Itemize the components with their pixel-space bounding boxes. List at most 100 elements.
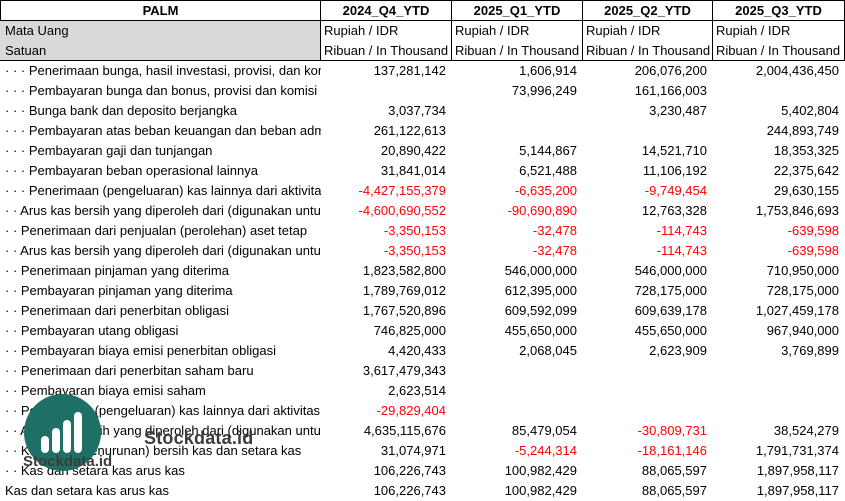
meta-row: Mata Uang Rupiah / IDR Rupiah / IDR Rupi… (0, 21, 845, 41)
table-row: · · · Pembayaran gaji dan tunjangan 20,8… (0, 141, 845, 161)
value-cell (452, 361, 583, 381)
meta-value-cell: Rupiah / IDR (452, 21, 583, 41)
table-row: · · · Penerimaan bunga, hasil investasi,… (0, 61, 845, 81)
table-row: · · Arus kas bersih yang diperoleh dari … (0, 421, 845, 441)
table-row: · · · Penerimaan (pengeluaran) kas lainn… (0, 181, 845, 201)
value-cell: 3,769,899 (781, 343, 839, 358)
row-label: · · Arus kas bersih yang diperoleh dari … (5, 243, 321, 258)
value-cell: 2,623,514 (388, 383, 446, 398)
meta-row-label: Mata Uang (0, 21, 321, 41)
table-row: · · Pembayaran biaya emisi penerbitan ob… (0, 341, 845, 361)
value-cell: 2,623,909 (649, 343, 707, 358)
value-cell (713, 401, 845, 421)
value-cell: 1,606,914 (519, 63, 577, 78)
value-cell: 85,479,054 (511, 423, 577, 438)
row-label: · · Arus kas bersih yang diperoleh dari … (5, 423, 321, 438)
value-cell (321, 81, 452, 101)
value-cell: -32,478 (532, 243, 577, 258)
value-cell (452, 101, 583, 121)
table-row: · · Penerimaan dari penjualan (perolehan… (0, 221, 845, 241)
value-cell: 22,375,642 (773, 163, 839, 178)
table-row: · · Pembayaran biaya emisi saham 2,623,5… (0, 381, 845, 401)
value-cell: 455,650,000 (504, 323, 577, 338)
value-cell: 14,521,710 (641, 143, 707, 158)
value-cell: -114,743 (656, 223, 707, 238)
column-header-2025-q3: 2025_Q3_YTD (713, 0, 845, 21)
value-cell: 88,065,597 (641, 463, 707, 478)
value-cell: 137,281,142 (373, 63, 446, 78)
value-cell: 18,353,325 (773, 143, 839, 158)
row-label: · · · Bunga bank dan deposito berjangka (5, 103, 237, 118)
value-cell: 31,841,014 (380, 163, 446, 178)
meta-row: Satuan Ribuan / In Thousand Ribuan / In … (0, 41, 845, 61)
row-label: · · · Pembayaran beban operasional lainn… (5, 163, 258, 178)
value-cell (452, 381, 583, 401)
row-label: · · Penerimaan (pengeluaran) kas lainnya… (5, 403, 321, 418)
row-label: · · Pembayaran pinjaman yang diterima (5, 283, 233, 298)
table-row: · · Pembayaran utang obligasi 746,825,00… (0, 321, 845, 341)
meta-value-cell: Ribuan / In Thousand (713, 41, 845, 61)
meta-value-cell: Rupiah / IDR (321, 21, 452, 41)
value-cell: 546,000,000 (634, 263, 707, 278)
meta-rows-section: Mata Uang Rupiah / IDR Rupiah / IDR Rupi… (0, 21, 845, 61)
value-cell: 1,027,459,178 (755, 303, 839, 318)
value-cell: 244,893,749 (766, 123, 839, 138)
value-cell: 1,791,731,374 (755, 443, 839, 458)
value-cell: 3,617,479,343 (362, 363, 446, 378)
row-label: · · Penerimaan pinjaman yang diterima (5, 263, 229, 278)
value-cell: 88,065,597 (641, 483, 707, 498)
value-cell: -9,749,454 (644, 183, 707, 198)
table-row: · · Penerimaan dari penerbitan saham bar… (0, 361, 845, 381)
data-rows-section: · · · Penerimaan bunga, hasil investasi,… (0, 61, 845, 501)
value-cell: 3,230,487 (649, 103, 707, 118)
table-row: · · Arus kas bersih yang diperoleh dari … (0, 201, 845, 221)
column-header-2025-q2: 2025_Q2_YTD (583, 0, 713, 21)
value-cell: 6,521,488 (519, 163, 577, 178)
table-row: · · Pembayaran pinjaman yang diterima 1,… (0, 281, 845, 301)
column-header-2024-q4: 2024_Q4_YTD (321, 0, 452, 21)
row-label: · · · Pembayaran gaji dan tunjangan (5, 143, 213, 158)
value-cell: 455,650,000 (634, 323, 707, 338)
value-cell: -639,598 (787, 243, 839, 258)
row-label: · · Pembayaran biaya emisi saham (5, 383, 206, 398)
value-cell: 4,635,115,676 (363, 423, 446, 438)
value-cell: -3,350,153 (383, 223, 446, 238)
value-cell: -6,635,200 (514, 183, 577, 198)
value-cell (452, 401, 583, 421)
row-label: · · Pembayaran utang obligasi (5, 323, 179, 338)
meta-value-cell: Rupiah / IDR (713, 21, 845, 41)
value-cell: 728,175,000 (634, 283, 707, 298)
row-label: · · Penerimaan dari penerbitan obligasi (5, 303, 230, 318)
value-cell: 1,897,958,117 (756, 463, 839, 478)
value-cell: 1,753,846,693 (755, 203, 839, 218)
value-cell: 29,630,155 (773, 183, 839, 198)
row-label: · · Kas dan setara kas arus kas (5, 463, 185, 478)
value-cell (452, 121, 583, 141)
table-row: · · Kenaikan (penurunan) bersih kas dan … (0, 441, 845, 461)
column-header-2025-q1: 2025_Q1_YTD (452, 0, 583, 21)
table-row: · · Penerimaan dari penerbitan obligasi … (0, 301, 845, 321)
value-cell: 2,004,436,450 (755, 63, 839, 78)
value-cell: 4,420,433 (388, 343, 446, 358)
value-cell: 1,823,582,800 (362, 263, 446, 278)
table-row: · · · Pembayaran atas beban keuangan dan… (0, 121, 845, 141)
value-cell: -32,478 (532, 223, 577, 238)
value-cell: 609,639,178 (634, 303, 707, 318)
value-cell (713, 81, 845, 101)
value-cell: -4,427,155,379 (358, 183, 446, 198)
row-label: · · · Penerimaan (pengeluaran) kas lainn… (5, 183, 321, 198)
table-row: · · Penerimaan pinjaman yang diterima 1,… (0, 261, 845, 281)
meta-value-cell: Rupiah / IDR (583, 21, 713, 41)
value-cell: 261,122,613 (373, 123, 446, 138)
value-cell (583, 361, 713, 381)
value-cell: -4,600,690,552 (358, 203, 446, 218)
meta-value-cell: Ribuan / In Thousand (583, 41, 713, 61)
value-cell: 31,074,971 (380, 443, 446, 458)
table-row: Kas dan setara kas arus kas 106,226,743 … (0, 481, 845, 501)
table-row: · · · Bunga bank dan deposito berjangka … (0, 101, 845, 121)
row-label: · · · Pembayaran bunga dan bonus, provis… (5, 83, 318, 98)
value-cell: 100,982,429 (504, 463, 577, 478)
row-label: · · Pembayaran biaya emisi penerbitan ob… (5, 343, 276, 358)
value-cell (583, 381, 713, 401)
table-row: · · · Pembayaran bunga dan bonus, provis… (0, 81, 845, 101)
